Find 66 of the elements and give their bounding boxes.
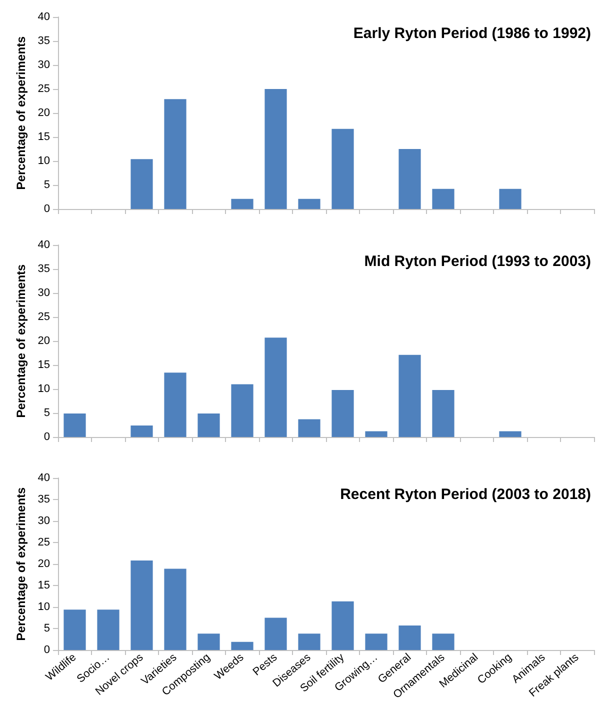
bar: [231, 642, 254, 650]
bar: [298, 419, 320, 437]
y-tick-label: 25: [38, 311, 50, 323]
text: Mid Ryton Period (1993 to 2003): [364, 253, 592, 270]
y-tick-label: 20: [38, 335, 50, 347]
y-tick-label: 15: [38, 580, 50, 592]
y-tick-label: 0: [44, 431, 50, 443]
bar: [398, 354, 421, 437]
y-tick-label: 20: [38, 107, 50, 119]
y-tick-label: 5: [44, 407, 50, 419]
y-axis-title: Percentage of experiments: [14, 264, 28, 418]
bar: [198, 413, 220, 437]
bar: [198, 634, 220, 650]
bar: [130, 425, 153, 437]
y-tick-label: 30: [38, 287, 50, 299]
bar: [130, 159, 153, 209]
y-tick-label: 20: [38, 558, 50, 570]
bar: [499, 188, 522, 209]
bar: [130, 560, 153, 650]
y-tick-label: 35: [38, 494, 50, 506]
y-tick-label: 15: [38, 131, 50, 143]
y-tick-label: 10: [38, 155, 50, 167]
bar: [164, 99, 186, 209]
bar: [499, 431, 522, 437]
bar: [64, 413, 86, 437]
y-tick-label: 40: [38, 11, 50, 23]
bar: [164, 568, 186, 650]
y-axis-title: Percentage of experiments: [14, 36, 28, 190]
y-tick-label: 30: [38, 59, 50, 71]
y-tick-label: 25: [38, 83, 50, 95]
bar: [264, 89, 287, 209]
bar: [432, 390, 454, 437]
bar: [264, 338, 287, 437]
bar: [64, 610, 86, 650]
bar: [231, 384, 254, 437]
y-tick-label: 0: [44, 644, 50, 656]
bar: [298, 198, 320, 209]
bar: [365, 431, 388, 437]
bar: [432, 634, 454, 650]
bar: [332, 390, 354, 437]
y-tick-label: 30: [38, 515, 50, 527]
bar: [164, 372, 186, 437]
bar: [398, 149, 421, 209]
y-tick-label: 40: [38, 239, 50, 251]
bar: [264, 618, 287, 650]
y-axis-title: Percentage of experiments: [14, 486, 28, 641]
y-tick-label: 10: [38, 601, 50, 613]
y-tick-label: 40: [38, 472, 50, 484]
y-tick-label: 35: [38, 35, 50, 47]
bar: [332, 128, 354, 209]
text: Recent Ryton Period (2003 to 2018): [340, 486, 592, 503]
bar: [231, 198, 254, 209]
bar: [332, 601, 354, 650]
text: Early Ryton Period (1986 to 1992): [353, 25, 592, 42]
bar: [365, 634, 388, 650]
y-tick-label: 25: [38, 536, 50, 548]
bar: [432, 188, 454, 209]
bar: [97, 610, 120, 650]
y-tick-label: 15: [38, 359, 50, 371]
y-tick-label: 5: [44, 179, 50, 191]
y-tick-label: 35: [38, 263, 50, 275]
y-tick-label: 0: [44, 203, 50, 215]
bar: [298, 634, 320, 650]
y-tick-label: 5: [44, 622, 50, 634]
y-tick-label: 10: [38, 383, 50, 395]
bar: [398, 625, 421, 650]
